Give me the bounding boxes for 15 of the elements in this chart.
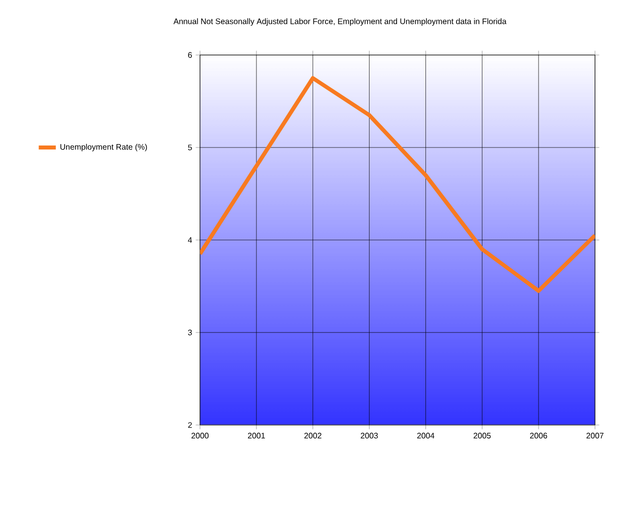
y-tick-label: 3 bbox=[188, 330, 192, 336]
x-tick-label: 2007 bbox=[586, 432, 604, 438]
y-tick-label: 2 bbox=[188, 422, 192, 428]
y-tick-label: 5 bbox=[188, 144, 192, 150]
x-tick-label: 2006 bbox=[530, 432, 548, 438]
chart-title: Annual Not Seasonally Adjusted Labor Force, Employment and Unemployment data in Florida bbox=[173, 18, 506, 26]
y-tick-label: 6 bbox=[188, 52, 192, 58]
x-tick-label: 2000 bbox=[192, 432, 209, 438]
x-tick-label: 2001 bbox=[248, 432, 265, 438]
y-tick-label: 4 bbox=[188, 237, 192, 243]
x-tick-label: 2004 bbox=[417, 432, 434, 438]
x-tick-label: 2003 bbox=[360, 432, 378, 438]
x-tick-label: 2002 bbox=[304, 432, 322, 438]
x-tick-label: 2005 bbox=[474, 432, 491, 438]
legend-label: Unemployment Rate (%) bbox=[60, 144, 147, 152]
